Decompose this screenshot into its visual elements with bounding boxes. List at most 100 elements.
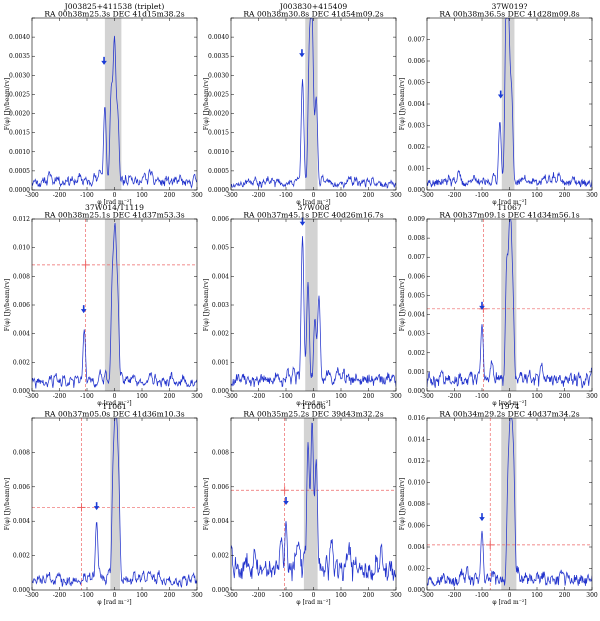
y-tick-label: 0.006 — [13, 484, 30, 491]
x-tick-label: -300 — [25, 393, 39, 400]
y-tick-label: 0.000 — [13, 388, 30, 395]
y-tick-label: 0.0005 — [208, 168, 229, 175]
peak-arrow-head — [101, 60, 107, 65]
y-tick-label: 0.0040 — [208, 34, 229, 41]
x-tick-label: 100 — [136, 192, 148, 199]
y-tick-label: 0.007 — [408, 254, 425, 261]
y-tick-label: 0.014 — [408, 437, 425, 444]
x-tick-label: 200 — [164, 592, 176, 599]
x-tick-label: 200 — [164, 393, 176, 400]
y-tick-label: 0.003 — [408, 123, 425, 130]
x-tick-label: -300 — [420, 192, 434, 199]
y-tick-label: 0.0010 — [9, 149, 30, 156]
x-tick-label: 200 — [559, 592, 571, 599]
y-tick-label: 0.012 — [13, 216, 30, 223]
y-axis-label: F(φ) [Jy/beam/rv] — [399, 78, 406, 130]
x-tick-label: -100 — [475, 192, 489, 199]
y-tick-label: 0.004 — [408, 544, 425, 551]
peak-arrow-head — [299, 53, 305, 58]
y-tick-label: 0.002 — [408, 144, 425, 151]
spectrum-line — [32, 35, 197, 189]
x-tick-label: 0 — [508, 592, 512, 599]
x-tick-label: -200 — [448, 592, 462, 599]
y-axis-label: F(φ) [Jy/beam/rv] — [203, 78, 210, 130]
spectrum-line — [32, 223, 197, 389]
x-tick-label: -300 — [25, 192, 39, 199]
x-tick-label: 300 — [586, 592, 598, 599]
y-axis-label: F(φ) [Jy/beam/rv] — [4, 478, 11, 530]
x-tick-label: 0 — [312, 393, 316, 400]
y-tick-label: 0.000 — [13, 587, 30, 594]
x-tick-label: 100 — [531, 393, 543, 400]
y-tick-label: 0.0005 — [9, 168, 30, 175]
y-tick-label: 0.003 — [212, 302, 229, 309]
x-tick-label: 100 — [531, 592, 543, 599]
x-tick-label: -200 — [448, 192, 462, 199]
y-tick-label: 0.004 — [212, 273, 229, 280]
x-tick-label: -100 — [475, 592, 489, 599]
x-tick-label: 100 — [335, 393, 347, 400]
x-tick-label: 0 — [312, 192, 316, 199]
x-tick-label: -200 — [448, 393, 462, 400]
x-tick-label: 0 — [508, 393, 512, 400]
x-tick-label: 200 — [363, 192, 375, 199]
x-tick-label: 200 — [559, 192, 571, 199]
chart-title: T1061 — [102, 402, 126, 411]
panel-4: -300 -200 -100 0 100 200 300 0.000 0.002 0.004 0.0… — [4, 203, 203, 407]
y-tick-label: 0.006 — [212, 484, 229, 491]
y-tick-label: 0.0020 — [9, 111, 30, 118]
spectrum-line — [427, 18, 592, 188]
x-axis-label: φ [rad m⁻²] — [97, 599, 131, 606]
chart-subtitle: RA 00h38m25.3s DEC 41d15m38.2s — [44, 10, 184, 19]
chart-title: T974 — [500, 402, 520, 411]
x-tick-label: 300 — [191, 592, 203, 599]
y-tick-label: 0.012 — [408, 458, 425, 465]
x-tick-label: 300 — [586, 192, 598, 199]
y-tick-label: 0.001 — [408, 369, 425, 376]
x-axis-label: φ [rad m⁻²] — [296, 599, 330, 606]
y-tick-label: 0.0015 — [9, 130, 30, 137]
x-axis-label: φ [rad m⁻²] — [296, 199, 330, 206]
panel-1: -300 -200 -100 0 100 200 300 0.0000 0.0005 0.0010… — [4, 2, 203, 206]
x-axis-label: φ [rad m⁻²] — [492, 599, 526, 606]
y-tick-label: 0.0040 — [9, 34, 30, 41]
y-tick-label: 0.007 — [408, 37, 425, 44]
x-tick-label: 200 — [559, 393, 571, 400]
chart-subtitle: RA 00h34m29.2s DEC 40d37m34.2s — [439, 410, 579, 419]
x-tick-label: -300 — [420, 393, 434, 400]
chart-title: T1067 — [497, 203, 522, 212]
y-tick-label: 0.0025 — [9, 91, 30, 98]
y-tick-label: 0.004 — [212, 518, 229, 525]
x-tick-label: 100 — [136, 393, 148, 400]
y-tick-label: 0.0000 — [9, 187, 30, 194]
y-tick-label: 0.000 — [212, 388, 229, 395]
y-tick-label: 0.0000 — [208, 187, 229, 194]
chart-title: 37W008 — [298, 203, 330, 212]
x-tick-label: 100 — [335, 592, 347, 599]
x-tick-label: 0 — [113, 192, 117, 199]
y-tick-label: 0.0035 — [208, 53, 229, 60]
y-tick-label: 0.008 — [212, 449, 229, 456]
shaded-band — [303, 418, 318, 590]
spectrum-line — [427, 219, 592, 389]
x-tick-label: -300 — [25, 592, 39, 599]
x-tick-label: 300 — [191, 192, 203, 199]
x-tick-label: 100 — [335, 192, 347, 199]
x-tick-label: -100 — [80, 192, 94, 199]
x-tick-label: -200 — [252, 592, 266, 599]
chart-subtitle: RA 00h35m25.2s DEC 39d43m32.2s — [243, 410, 383, 419]
chart-title: 37W014/T1119 — [85, 203, 144, 212]
y-axis-label: F(φ) [Jy/beam/rv] — [399, 478, 406, 530]
y-tick-label: 0.008 — [408, 501, 425, 508]
panel-6: -300 -200 -100 0 100 200 300 0.000 0.001 0.002 0.0… — [399, 203, 598, 407]
x-tick-label: -100 — [279, 592, 293, 599]
x-axis-label: φ [rad m⁻²] — [296, 400, 330, 407]
y-tick-label: 0.0030 — [9, 72, 30, 79]
panel-5: -300 -200 -100 0 100 200 300 0.000 0.001 0.002 0.0… — [203, 203, 402, 407]
y-tick-label: 0.010 — [13, 245, 30, 252]
peak-arrow-head — [283, 501, 289, 505]
chart-subtitle: RA 00h38m36.5s DEC 41d28m09.8s — [439, 10, 579, 19]
y-tick-label: 0.004 — [13, 331, 30, 338]
y-tick-label: 0.003 — [408, 331, 425, 338]
